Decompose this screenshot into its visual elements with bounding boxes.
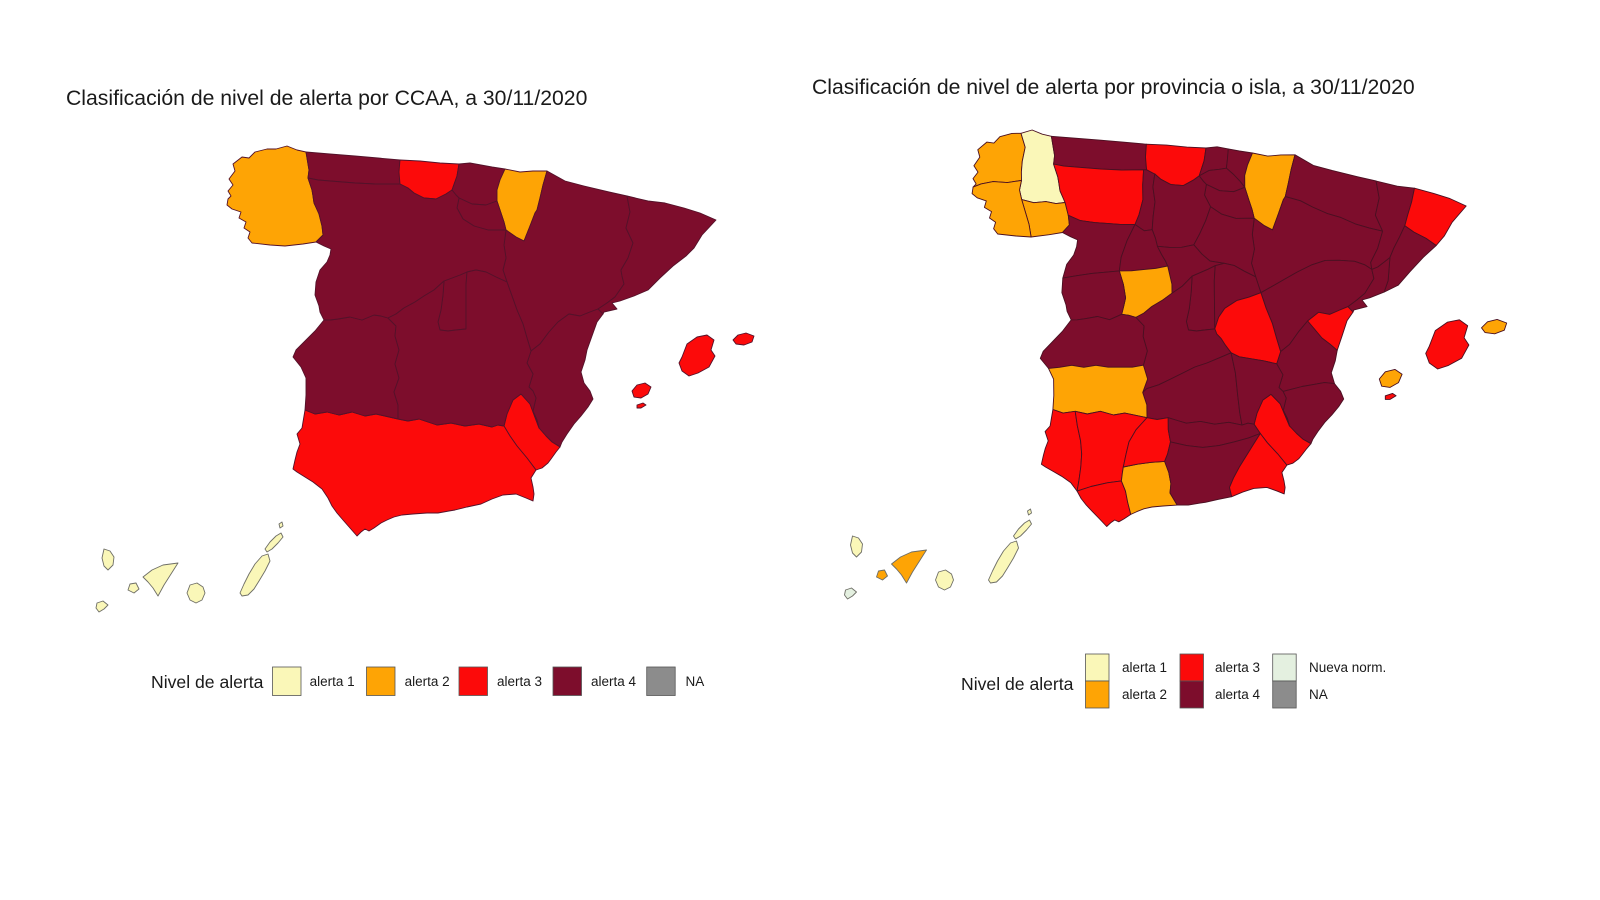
svg-text:alerta 1: alerta 1: [310, 674, 355, 689]
svg-text:alerta 3: alerta 3: [497, 674, 542, 689]
svg-text:alerta 2: alerta 2: [1122, 687, 1167, 702]
svg-text:NA: NA: [686, 674, 705, 689]
svg-text:Nueva norm.: Nueva norm.: [1309, 660, 1386, 675]
svg-text:alerta 3: alerta 3: [1215, 660, 1260, 675]
svg-text:Clasificación de nivel de aler: Clasificación de nivel de alerta por pro…: [812, 76, 1415, 99]
svg-text:Clasificación de nivel de aler: Clasificación de nivel de alerta por CCA…: [66, 87, 587, 110]
svg-text:alerta 2: alerta 2: [405, 674, 450, 689]
svg-text:alerta 4: alerta 4: [1215, 687, 1261, 702]
svg-text:alerta 1: alerta 1: [1122, 660, 1167, 675]
svg-text:Nivel de alerta: Nivel de alerta: [961, 674, 1074, 694]
svg-text:NA: NA: [1309, 687, 1328, 702]
svg-text:Nivel de alerta: Nivel de alerta: [151, 672, 264, 692]
svg-text:alerta 4: alerta 4: [591, 674, 637, 689]
